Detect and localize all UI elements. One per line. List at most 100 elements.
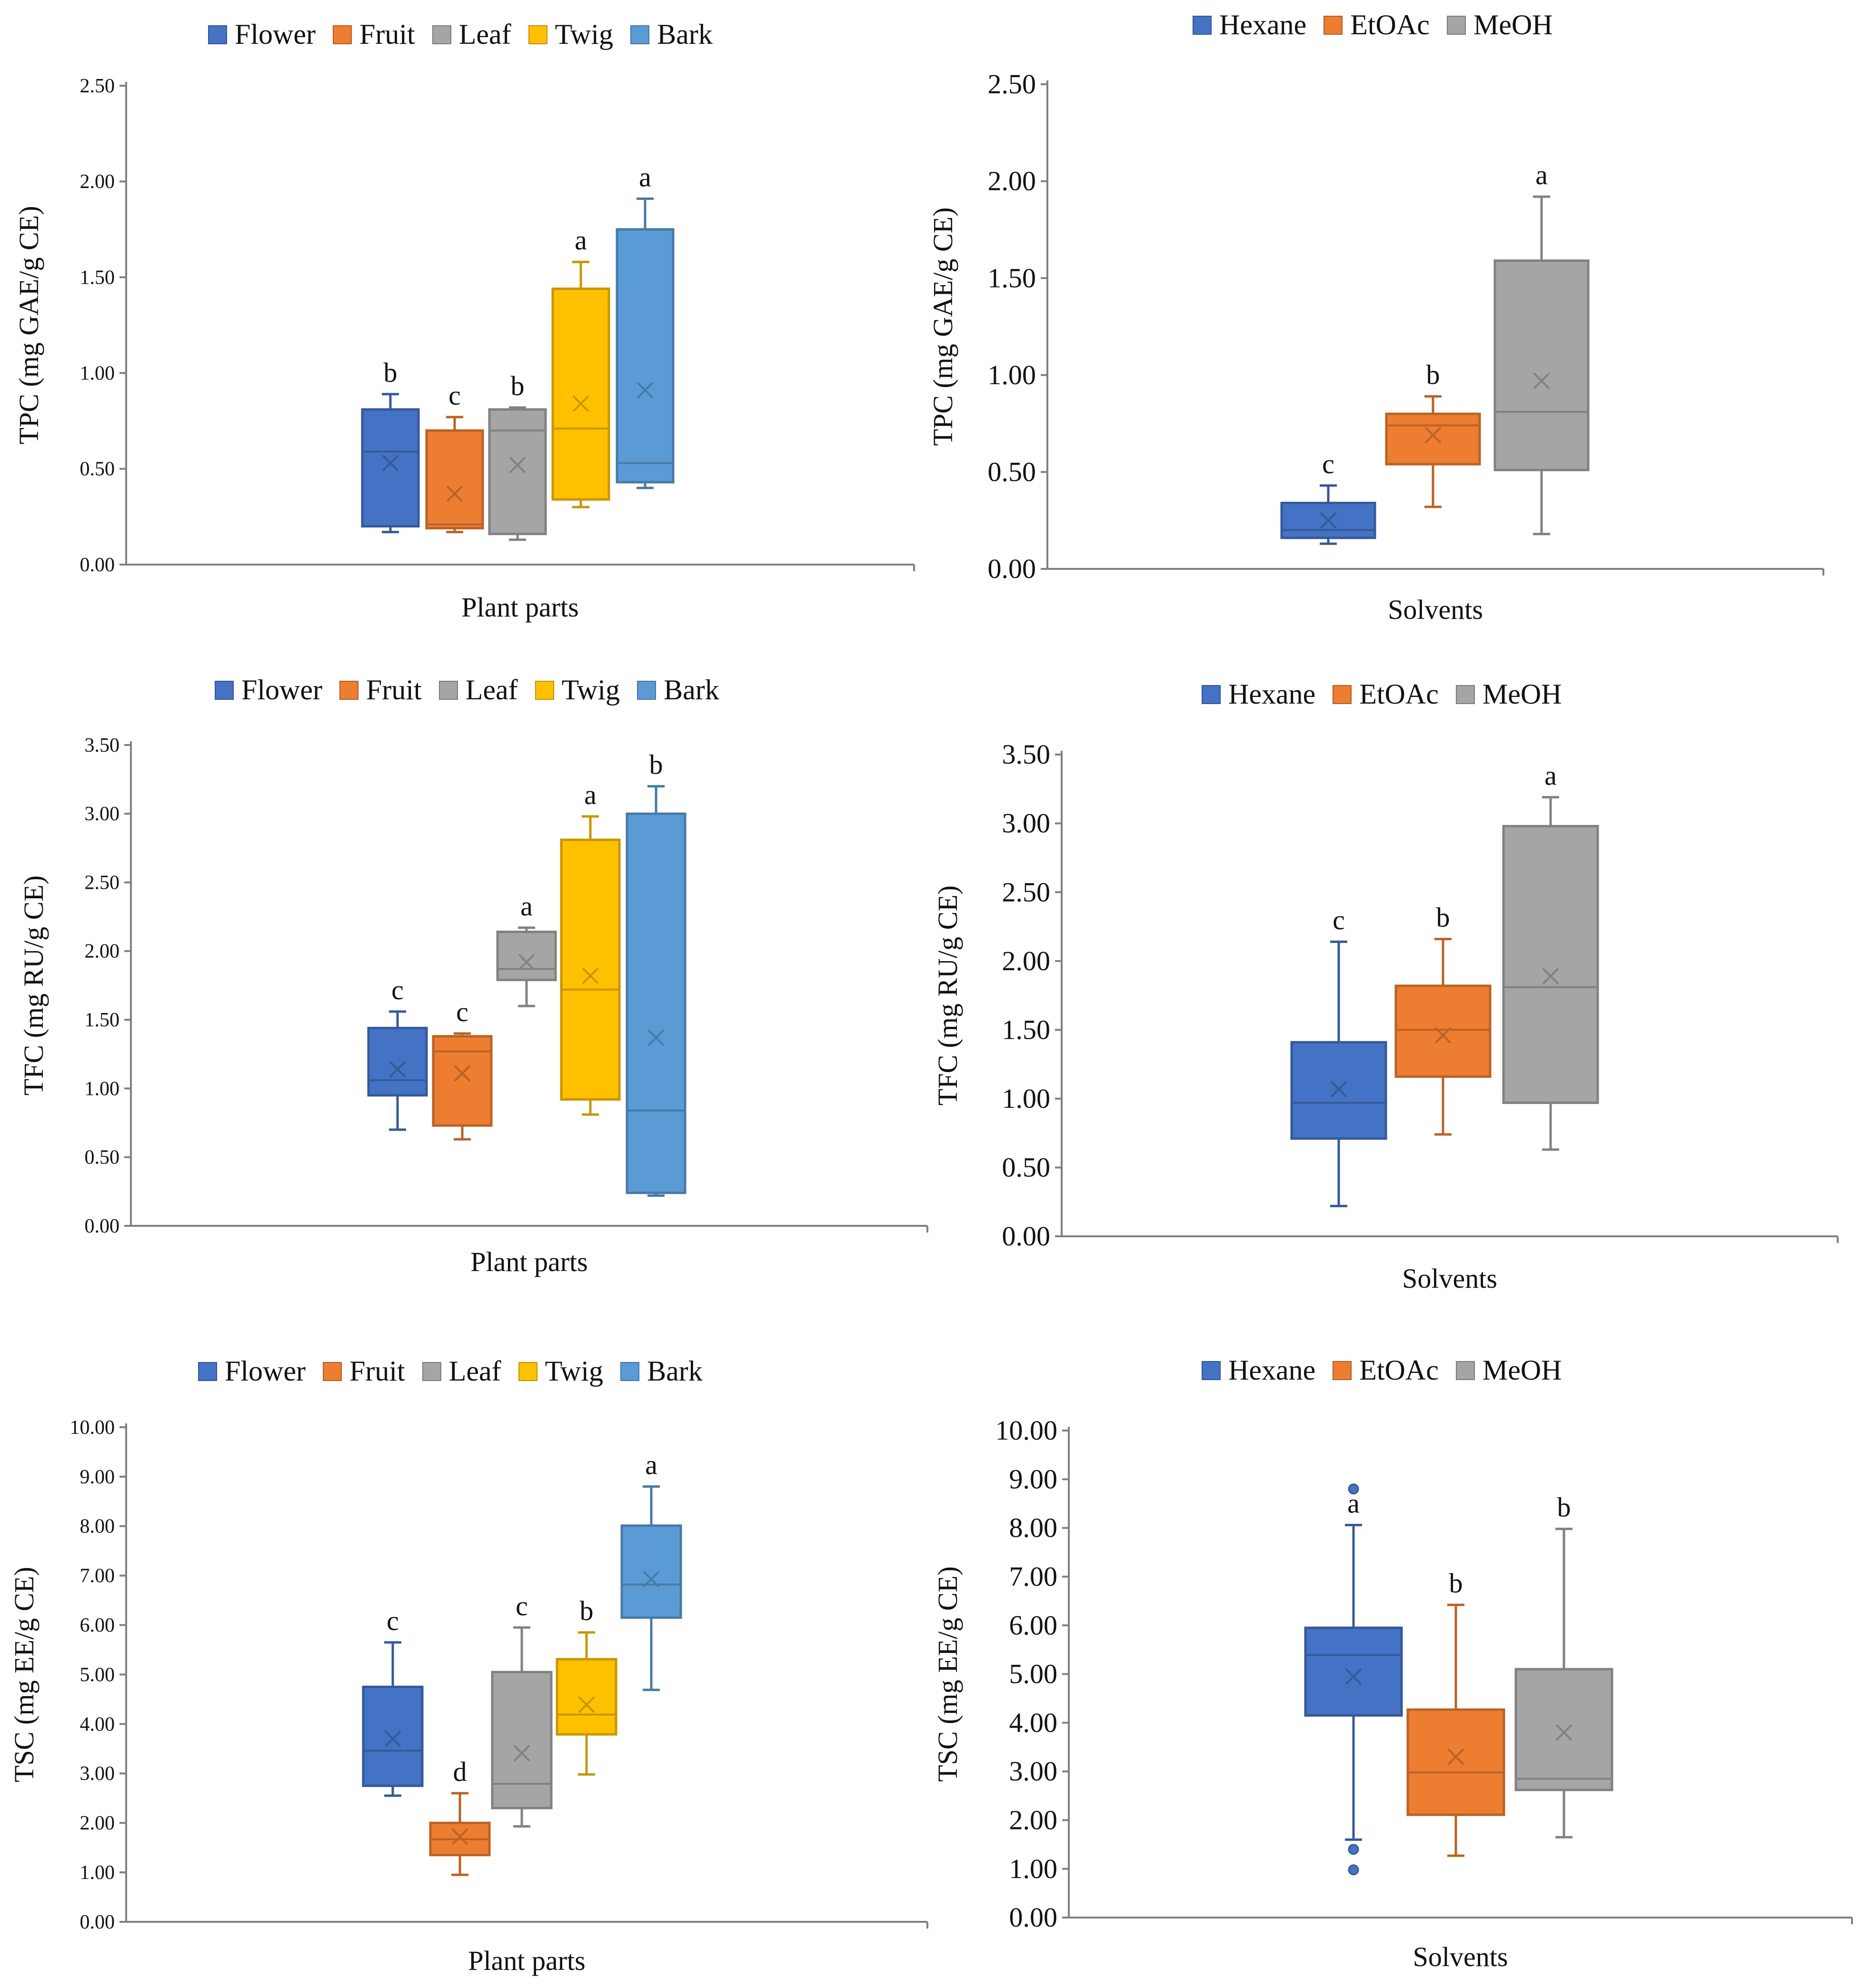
mean-marker [1320,512,1337,529]
legend-tpc-solvents: Hexane EtOAc MeOH [1193,9,1570,41]
box-meoh: a [1493,159,1590,536]
y-tick-label: 2.00 [1002,945,1051,976]
box-body [1304,1626,1403,1717]
y-tick-label: 1.00 [80,362,115,384]
chart-tfc-solvents: 0.00 0.50 1.00 1.50 2.00 2.50 3.00 3.50 TFC (mg … [932,739,1839,1294]
y-tick-label: 1.50 [85,1009,120,1031]
legend-label: Fruit [366,674,422,706]
box-body [1493,259,1590,471]
y-tick-label: 3.50 [85,735,120,756]
legend-tsc-parts: Flower Fruit Leaf Twig Bark [198,1355,720,1388]
y-tick-label: 0.50 [988,457,1036,487]
significance-letter: a [1535,159,1548,190]
mean-marker [384,1730,401,1747]
legend-item-hexane: Hexane [1193,9,1306,41]
significance-letter: c [516,1590,528,1621]
legend-swatch [1455,1361,1475,1380]
legend-item-meoh: MeOH [1446,9,1553,41]
y-tick-label: 1.00 [988,359,1036,390]
y-tick-label: 1.00 [1009,1853,1058,1884]
legend-item-bark: Bark [637,674,719,706]
legend-label: Hexane [1219,9,1307,40]
legend-label: Leaf [458,19,511,50]
box-leaf: c [491,1590,553,1828]
box-flower: c [367,974,428,1131]
significance-letter: b [1557,1492,1571,1523]
legend-label: MeOH [1473,9,1553,40]
legend-item-twig: Twig [528,18,613,51]
y-tick-label: 6.00 [1009,1610,1058,1640]
significance-letter: a [575,225,587,256]
box-body [620,1524,682,1619]
legend-label: Flower [235,19,316,50]
box-bark: a [616,161,675,489]
outlier-point [1348,1864,1359,1876]
mean-marker [518,954,535,971]
legend-item-fruit: Fruit [339,674,422,706]
mean-marker [446,485,463,502]
legend-swatch [432,25,451,44]
significance-letter: c [1333,905,1345,935]
chart-tsc-solvents: 0.00 1.00 2.00 3.00 4.00 5.00 6.00 7.00 8.00 9.00… [932,1415,1853,1972]
box-body [551,288,610,501]
mean-marker [647,1029,665,1046]
box-body [362,1685,424,1787]
legend-swatch [422,1362,441,1381]
y-tick-label: 1.50 [988,262,1036,293]
legend-label: Bark [657,19,713,50]
legend-item-fruit: Fruit [332,18,415,51]
y-tick-label: 4.00 [80,1713,115,1735]
significance-letter: c [456,996,468,1027]
legend-label: Leaf [465,674,518,706]
significance-letter: a [639,161,651,192]
y-tick-label: 0.50 [85,1147,120,1169]
outlier-point [1348,1483,1359,1495]
box-body [491,1670,553,1809]
mean-marker [1330,1081,1347,1098]
y-tick-label: 1.00 [80,1862,115,1884]
legend-swatch [208,25,227,44]
legend-swatch [332,25,352,44]
mean-marker [637,382,654,399]
box-bark: b [626,749,687,1197]
box-body [1502,825,1599,1104]
y-axis-label: TSC (mg EE/g CE) [932,1566,963,1782]
box-body [425,429,484,530]
mean-marker [1447,1748,1464,1765]
chart-tpc-solvents: 0.00 0.50 1.00 1.50 2.00 2.50 TPC (mg GAE/g CE… [927,69,1824,625]
y-tick-label: 0.00 [1002,1221,1051,1252]
y-tick-label: 2.00 [80,171,115,193]
legend-item-twig: Twig [518,1355,603,1388]
legend-label: EtOAc [1350,9,1430,40]
y-tick-label: 8.00 [80,1516,115,1538]
y-tick-label: 4.00 [1009,1707,1058,1738]
significance-letter: c [448,380,461,411]
box-hexane: c [1280,448,1376,545]
y-tick-label: 0.50 [80,458,115,480]
y-tick-label: 8.00 [1009,1512,1058,1543]
legend-label: Twig [561,674,620,706]
box-fruit: c [425,380,484,534]
significance-letter: b [580,1595,594,1626]
box-body [616,228,675,484]
legend-swatch [322,1362,342,1381]
significance-letter: b [1426,359,1440,390]
y-tick-label: 3.00 [1002,808,1051,839]
y-tick-label: 2.50 [80,75,115,97]
y-tick-label: 7.00 [1009,1561,1058,1592]
box-body [361,408,420,528]
y-axis-label: TFC (mg RU/g CE) [18,875,49,1095]
legend-label: Twig [555,19,614,50]
legend-swatch [215,680,234,700]
significance-letter: b [1449,1568,1463,1599]
mean-marker [572,395,589,412]
box-body [432,1035,493,1127]
box-body [488,408,547,536]
y-tick-label: 9.00 [1009,1463,1058,1494]
significance-letter: b [384,357,398,388]
box-bark: a [620,1450,682,1691]
y-tick-label: 0.00 [80,554,115,576]
x-axis-label: Solvents [1413,1941,1508,1972]
